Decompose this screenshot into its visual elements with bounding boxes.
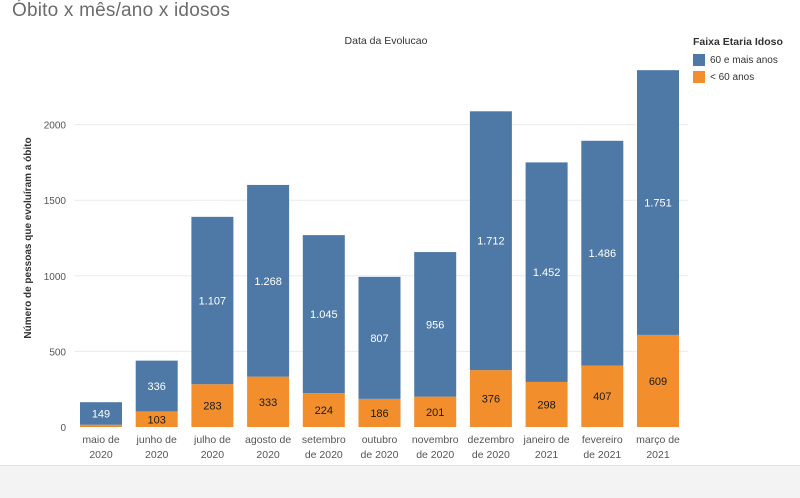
chart-container: 149 103 336 283 1.107 333 1.268 224 1.045 186 807 2… — [0, 24, 690, 464]
bottom-toolbar-strip — [0, 465, 800, 498]
data-label-under-60: 333 — [259, 397, 277, 409]
data-label-60-plus: 1.712 — [477, 236, 505, 248]
x-tick-label: 2020 — [145, 449, 169, 461]
x-tick-label: de 2020 — [416, 449, 454, 461]
y-tick-label: 0 — [60, 423, 66, 434]
data-label-60-plus: 1.452 — [533, 267, 561, 279]
bar-60-plus — [358, 276, 401, 399]
x-tick-label: de 2021 — [583, 449, 621, 461]
data-label-60-plus: 1.107 — [199, 296, 227, 308]
x-tick-label: novembro — [412, 434, 459, 446]
data-label-under-60: 103 — [148, 414, 166, 426]
y-tick-label: 2000 — [44, 121, 67, 132]
data-label-under-60: 609 — [649, 376, 667, 388]
legend-item-under-60[interactable]: < 60 anos — [693, 71, 798, 83]
legend-item-60-plus[interactable]: 60 e mais anos — [693, 54, 798, 66]
bar-60-plus — [469, 111, 512, 371]
x-tick-label: janeiro de — [523, 434, 570, 446]
x-tick-label: 2020 — [89, 449, 113, 461]
data-label-under-60: 407 — [593, 391, 611, 403]
data-label-under-60: 283 — [203, 401, 221, 413]
y-tick-label: 1000 — [44, 272, 67, 283]
y-axis-label: Número de pessoas que evoluíram a óbito — [23, 137, 34, 338]
data-label-60-plus: 336 — [148, 381, 166, 393]
data-label-60-plus: 807 — [370, 333, 388, 345]
data-label-60-plus: 1.045 — [310, 309, 338, 321]
data-label-under-60: 376 — [482, 394, 500, 406]
bar-under-60 — [80, 424, 122, 427]
x-tick-label: 2020 — [201, 449, 225, 461]
bar-60-plus — [191, 216, 234, 385]
bar-under-60 — [302, 393, 345, 427]
x-tick-label: junho de — [136, 434, 177, 446]
x-tick-label: setembro — [302, 434, 346, 446]
bar-60-plus — [414, 252, 457, 397]
bar-60-plus — [637, 70, 679, 335]
x-tick-label: 2021 — [646, 449, 670, 461]
x-tick-label: outubro — [362, 434, 398, 446]
bar-under-60 — [637, 334, 679, 427]
x-tick-label: de 2020 — [472, 449, 510, 461]
x-tick-label: maio de — [82, 434, 120, 446]
data-label-under-60: 224 — [315, 405, 333, 417]
x-tick-label: 2020 — [256, 449, 280, 461]
data-label-60-plus: 1.486 — [589, 248, 617, 260]
x-tick-label: de 2020 — [305, 449, 343, 461]
x-tick-label: março de — [636, 434, 680, 446]
y-tick-label: 1500 — [44, 196, 67, 207]
legend-swatch-60-plus — [693, 54, 705, 66]
data-label-under-60: 186 — [370, 408, 388, 420]
bar-60-plus — [525, 162, 568, 382]
legend-label-under-60: < 60 anos — [710, 71, 755, 83]
bar-60-plus — [581, 140, 624, 366]
x-tick-label: julho de — [193, 434, 231, 446]
bar-under-60 — [135, 411, 178, 427]
bar-under-60 — [469, 370, 512, 427]
page-title: Óbito x mês/ano x idosos — [12, 0, 231, 21]
data-label-under-60: 298 — [537, 399, 555, 411]
y-tick-label: 500 — [49, 347, 66, 358]
bar-under-60 — [247, 376, 290, 427]
x-tick-label: 2021 — [535, 449, 559, 461]
stacked-bar-chart: 149 103 336 283 1.107 333 1.268 224 1.045 186 807 2… — [23, 35, 688, 461]
x-tick-label: agosto de — [245, 434, 291, 446]
bar-60-plus — [135, 360, 178, 412]
data-label-60-plus: 1.268 — [254, 276, 282, 288]
legend-title: Faixa Etaria Idoso — [693, 36, 783, 48]
bar-under-60 — [358, 398, 401, 427]
legend: Faixa Etaria Idoso 60 e mais anos < 60 a… — [693, 36, 798, 88]
data-label-60-plus: 1.751 — [644, 198, 672, 210]
data-label-under-60: 201 — [426, 407, 444, 419]
bar-60-plus — [302, 235, 345, 394]
bar-60-plus — [247, 184, 290, 377]
legend-swatch-under-60 — [693, 71, 705, 83]
chart-title: Data da Evolucao — [345, 35, 428, 47]
x-tick-label: de 2020 — [361, 449, 399, 461]
legend-label-60-plus: 60 e mais anos — [710, 54, 778, 66]
data-label-60-plus: 956 — [426, 319, 444, 331]
bar-under-60 — [414, 396, 457, 427]
bar-under-60 — [525, 381, 568, 427]
data-label-60-plus: 149 — [92, 408, 110, 420]
bar-under-60 — [191, 384, 234, 427]
x-tick-label: dezembro — [468, 434, 515, 446]
bar-under-60 — [581, 365, 624, 427]
x-tick-label: fevereiro — [582, 434, 623, 446]
bar-60-plus — [80, 402, 122, 425]
